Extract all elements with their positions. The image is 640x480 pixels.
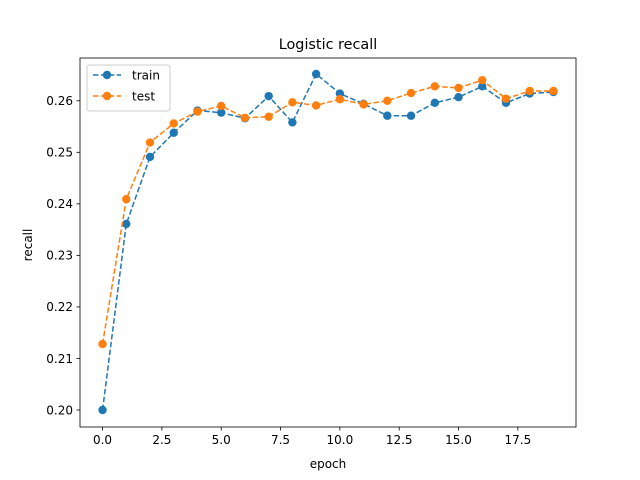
legend: train test bbox=[86, 64, 171, 112]
data-point-test bbox=[383, 96, 392, 105]
data-point-test bbox=[264, 112, 273, 121]
x-tick-label: 2.5 bbox=[152, 433, 171, 447]
data-point-train bbox=[288, 118, 297, 127]
y-tick-label: 0.26 bbox=[46, 94, 73, 108]
x-tick-label: 5.0 bbox=[212, 433, 231, 447]
chart-title: Logistic recall bbox=[279, 37, 378, 53]
x-tick-label: 7.5 bbox=[271, 433, 290, 447]
data-point-test bbox=[335, 95, 345, 104]
legend-marker-test bbox=[102, 91, 112, 101]
y-axis-label: recall bbox=[21, 229, 35, 262]
data-point-test bbox=[311, 101, 321, 110]
x-tick-label: 17.5 bbox=[504, 433, 531, 447]
data-point-test bbox=[98, 339, 107, 349]
data-point-test bbox=[501, 94, 511, 103]
legend-item-test: test bbox=[93, 90, 155, 104]
data-point-train bbox=[430, 98, 439, 108]
legend-item-train: train bbox=[93, 69, 160, 83]
data-point-test bbox=[193, 107, 202, 116]
data-point-train bbox=[145, 152, 155, 162]
data-point-test bbox=[359, 100, 368, 109]
x-axis-label: epoch bbox=[310, 457, 347, 471]
y-tick-label: 0.24 bbox=[46, 197, 73, 211]
data-point-train bbox=[478, 82, 487, 91]
series-line-test bbox=[101, 79, 554, 345]
y-tick-label: 0.20 bbox=[46, 403, 73, 417]
y-tick-label: 0.21 bbox=[46, 352, 73, 366]
data-point-train bbox=[406, 111, 416, 120]
data-point-test bbox=[430, 82, 439, 91]
x-tick-label: 12.5 bbox=[386, 433, 413, 447]
plot-frame bbox=[79, 57, 577, 428]
data-point-test bbox=[478, 75, 487, 85]
data-point-test bbox=[145, 138, 155, 147]
series-line-train bbox=[101, 72, 554, 411]
x-tick-label: 15.0 bbox=[445, 433, 472, 447]
data-point-train bbox=[454, 92, 463, 102]
data-point-test bbox=[169, 119, 178, 128]
data-point-test bbox=[288, 98, 297, 107]
axes-layer: 0.0 2.5 5.0 7.5 10.0 12.5 15.0 17.5 0.20 0.21 0.22… bbox=[46, 57, 577, 447]
data-point-test bbox=[240, 113, 250, 122]
data-point-test bbox=[549, 86, 558, 96]
series-test bbox=[98, 75, 558, 349]
y-tick-label: 0.22 bbox=[46, 300, 73, 314]
data-point-test bbox=[217, 101, 226, 111]
data-point-test bbox=[454, 83, 463, 93]
data-point-test bbox=[406, 88, 416, 98]
data-point-train bbox=[169, 128, 178, 137]
x-tick-label: 0.0 bbox=[93, 433, 112, 447]
data-point-test bbox=[525, 86, 534, 96]
data-point-train bbox=[264, 91, 273, 101]
data-point-train bbox=[383, 111, 392, 120]
data-point-train bbox=[98, 405, 107, 415]
data-point-train bbox=[122, 219, 131, 229]
legend-marker-train bbox=[102, 70, 112, 80]
legend-label-test: test bbox=[132, 90, 155, 104]
data-point-train bbox=[311, 69, 321, 79]
x-tick-label: 10.0 bbox=[327, 433, 354, 447]
legend-label-train: train bbox=[132, 69, 160, 83]
y-tick-label: 0.25 bbox=[46, 146, 73, 160]
data-point-train bbox=[217, 108, 226, 117]
y-tick-label: 0.23 bbox=[46, 249, 73, 263]
series-layer bbox=[98, 69, 558, 415]
data-point-test bbox=[122, 195, 131, 204]
